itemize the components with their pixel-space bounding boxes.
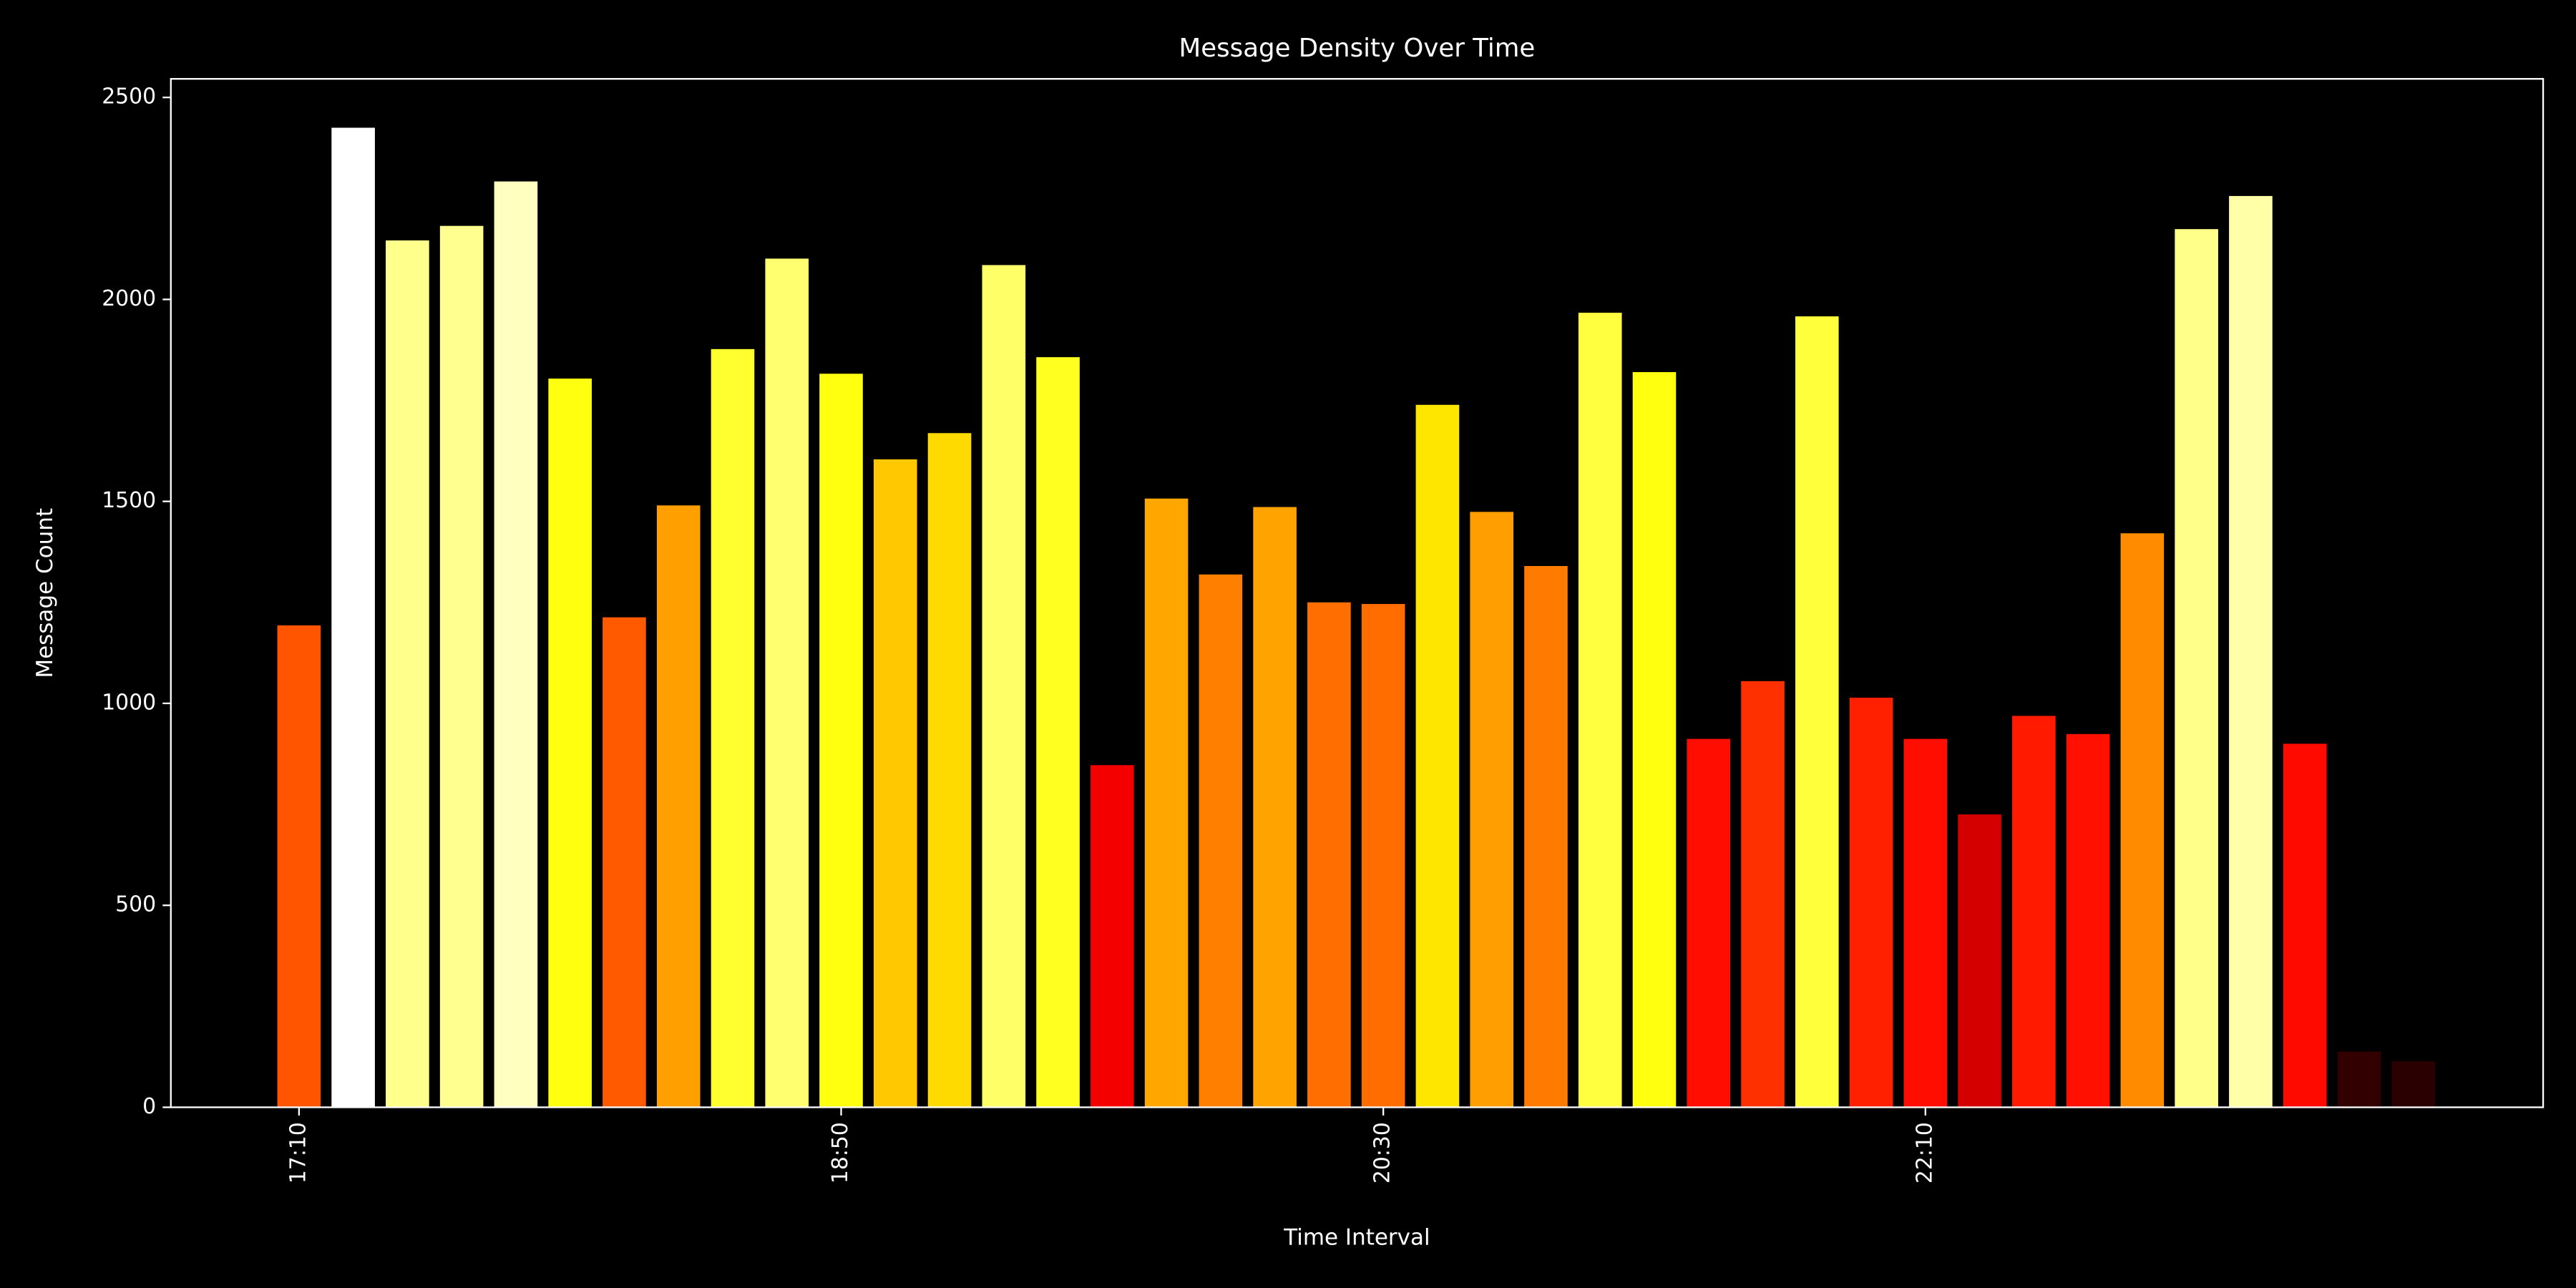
bar [1524,566,1568,1108]
bar [656,505,701,1108]
bar [277,625,321,1108]
bar [1199,574,1243,1108]
bar [494,181,538,1108]
y-axis-label: Message Count [32,508,58,678]
bar [548,379,592,1108]
bar [1036,357,1080,1108]
bar [1687,738,1731,1108]
bar [602,617,646,1108]
y-tick-label: 2000 [102,286,156,311]
y-tick-label: 500 [115,892,156,917]
bar [819,374,863,1108]
bar [711,348,755,1108]
x-tick-label: 20:30 [1370,1122,1395,1184]
bar [873,459,917,1108]
bar [1361,604,1405,1108]
bar [331,127,375,1108]
bar [1958,814,2001,1108]
x-tick-label: 17:10 [286,1122,311,1184]
bar [439,225,484,1108]
x-axis-label: Time Interval [1283,1225,1430,1251]
bar [2337,1051,2381,1108]
bar [1091,765,1134,1108]
bar [2066,733,2110,1108]
bar [927,433,972,1108]
y-tick-label: 1500 [102,488,156,513]
bar [2229,195,2273,1108]
bar [982,265,1026,1108]
bar [1578,313,1622,1108]
bar [2283,743,2327,1108]
bar [765,258,809,1108]
bar [1849,698,1893,1108]
bar [386,240,429,1108]
bar [1415,404,1460,1108]
x-tick-label: 22:10 [1912,1122,1937,1184]
bar [1307,602,1351,1108]
bar [1470,512,1513,1108]
bar [2175,229,2218,1108]
y-tick-label: 2500 [102,84,156,109]
bar [1144,498,1189,1108]
x-tick-label: 18:50 [828,1122,853,1184]
bar [2120,533,2165,1108]
bar [1795,316,1839,1108]
bar [1903,738,1948,1108]
bar [1253,507,1297,1108]
y-tick-label: 1000 [102,690,156,715]
bar [1632,372,1677,1108]
plot-frame [170,78,2545,1108]
bar [1741,680,1785,1108]
bar [2012,716,2056,1108]
chart-title: Message Density Over Time [1179,34,1536,63]
y-tick-label: 0 [142,1094,156,1119]
bar [2391,1061,2436,1108]
